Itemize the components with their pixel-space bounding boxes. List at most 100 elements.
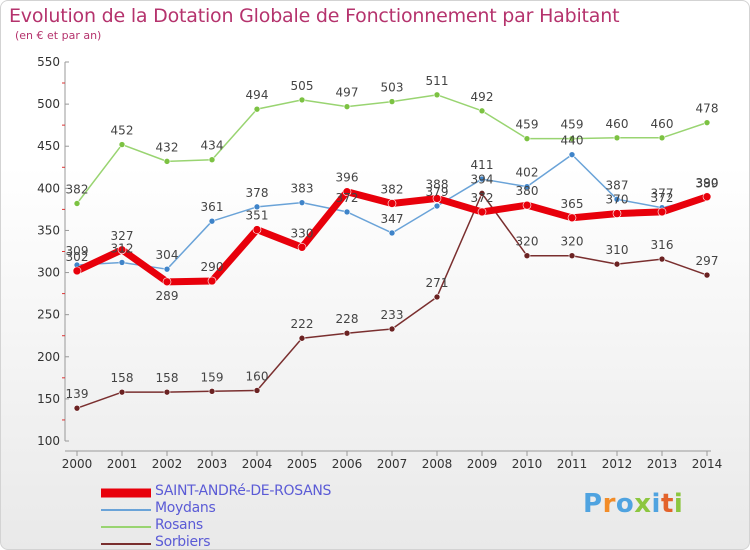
- y-tick-label: 150: [37, 392, 60, 406]
- data-label-2: 494: [246, 88, 269, 102]
- data-label-2: 460: [606, 117, 629, 131]
- data-label-3: 160: [246, 369, 269, 383]
- y-tick-label: 350: [37, 223, 60, 237]
- series-point-2: [388, 98, 396, 105]
- data-label-1: 372: [336, 191, 359, 205]
- series-point-2: [163, 158, 171, 165]
- data-label-3: 222: [291, 317, 314, 331]
- data-label-0: 289: [156, 289, 179, 303]
- series-point-2: [703, 119, 711, 126]
- series-point-3: [478, 190, 486, 197]
- data-label-0: 372: [651, 191, 674, 205]
- data-label-3: 320: [516, 235, 539, 249]
- x-tick-label: 2001: [107, 457, 138, 471]
- y-tick-label: 500: [37, 97, 60, 111]
- series-point-0: [342, 187, 352, 197]
- series-point-2: [253, 105, 261, 113]
- data-label-3: 228: [336, 312, 359, 326]
- data-label-3: 316: [651, 238, 674, 252]
- data-label-2: 459: [561, 118, 584, 132]
- data-label-0: 290: [201, 260, 224, 274]
- data-label-1: 309: [66, 244, 89, 258]
- x-tick-label: 2009: [467, 457, 498, 471]
- axes: 100 150 200 250 300 350 400 450 500 550 2000 2001 20…: [37, 55, 722, 471]
- legend-swatch-saint-andre: [101, 488, 151, 498]
- data-label-0: 388: [426, 177, 449, 191]
- series-point-2: [343, 103, 351, 110]
- series-point-2: [433, 91, 441, 99]
- series-point-0: [207, 276, 217, 286]
- x-tick-label: 2006: [332, 457, 363, 471]
- series-point-1: [388, 229, 396, 237]
- x-tick-label: 2010: [512, 457, 543, 471]
- series-point-3: [343, 329, 351, 337]
- series-point-0: [72, 266, 82, 276]
- legend-label-saint-andre: SAINT-ANDRé-DE-ROSANS: [155, 483, 332, 499]
- series-point-1: [343, 208, 351, 216]
- x-tick-label: 2002: [152, 457, 183, 471]
- data-label-2: 497: [336, 86, 359, 100]
- chart-subtitle: (en € et par an): [15, 29, 102, 42]
- series-point-0: [117, 245, 127, 255]
- series-point-0: [702, 192, 712, 202]
- series-point-2: [658, 134, 666, 142]
- legend-label-sorbiers: Sorbiers: [155, 534, 211, 550]
- y-tick-label: 400: [37, 181, 60, 195]
- data-label-2: 460: [651, 117, 674, 131]
- data-label-2: 434: [201, 139, 224, 153]
- proxiti-logo: Proxiti: [583, 489, 684, 519]
- series-point-3: [163, 388, 171, 396]
- x-tick-label: 2005: [287, 457, 318, 471]
- series-point-0: [567, 213, 577, 223]
- series-point-1: [118, 259, 126, 266]
- legend-label-moydans: Moydans: [155, 500, 216, 516]
- series-point-1: [478, 175, 486, 183]
- series-point-2: [478, 107, 486, 115]
- series-layer: [72, 91, 712, 412]
- data-label-3: 158: [111, 371, 134, 385]
- data-label-1: 378: [246, 186, 269, 200]
- series-point-1: [208, 217, 216, 225]
- series-point-2: [523, 135, 531, 142]
- series-point-0: [387, 199, 397, 208]
- data-label-3: 139: [66, 387, 89, 401]
- legend-swatch-rosans: [101, 526, 151, 528]
- data-label-1: 411: [471, 158, 494, 172]
- data-label-0: 302: [66, 250, 89, 264]
- data-label-0: 380: [516, 184, 539, 198]
- data-label-1: 387: [606, 178, 629, 192]
- data-label-2: 492: [471, 90, 494, 104]
- series-point-1: [613, 195, 621, 203]
- data-label-0: 390: [696, 176, 719, 190]
- series-point-0: [657, 207, 667, 217]
- series-point-3: [658, 255, 666, 263]
- y-tick-label: 300: [37, 266, 60, 280]
- data-labels-layer: 139 158 158 159 160 222 228 233 271 394 320 320 310 3…: [66, 74, 719, 401]
- data-label-3: 297: [696, 254, 719, 268]
- data-label-3: 233: [381, 308, 404, 322]
- series-point-3: [298, 334, 306, 342]
- x-tick-label: 2012: [602, 457, 633, 471]
- series-point-2: [118, 141, 126, 148]
- data-label-1: 379: [426, 185, 449, 199]
- data-label-1: 347: [381, 212, 404, 226]
- series-point-3: [613, 260, 621, 268]
- legend-label-rosans: Rosans: [155, 517, 203, 533]
- data-label-0: 365: [561, 197, 584, 211]
- series-point-1: [253, 203, 261, 211]
- data-label-0: 372: [471, 191, 494, 205]
- x-tick-label: 2011: [557, 457, 588, 471]
- series-point-2: [73, 200, 81, 207]
- series-point-0: [612, 209, 622, 218]
- data-label-1: 440: [561, 134, 584, 148]
- y-tick-label: 550: [37, 55, 60, 69]
- x-tick-label: 2003: [197, 457, 228, 471]
- x-tick-label: 2007: [377, 457, 408, 471]
- data-label-1: 377: [651, 187, 674, 201]
- series-point-3: [433, 293, 441, 301]
- data-label-1: 361: [201, 200, 224, 214]
- legend-swatch-moydans: [101, 509, 151, 511]
- data-label-2: 452: [111, 124, 134, 138]
